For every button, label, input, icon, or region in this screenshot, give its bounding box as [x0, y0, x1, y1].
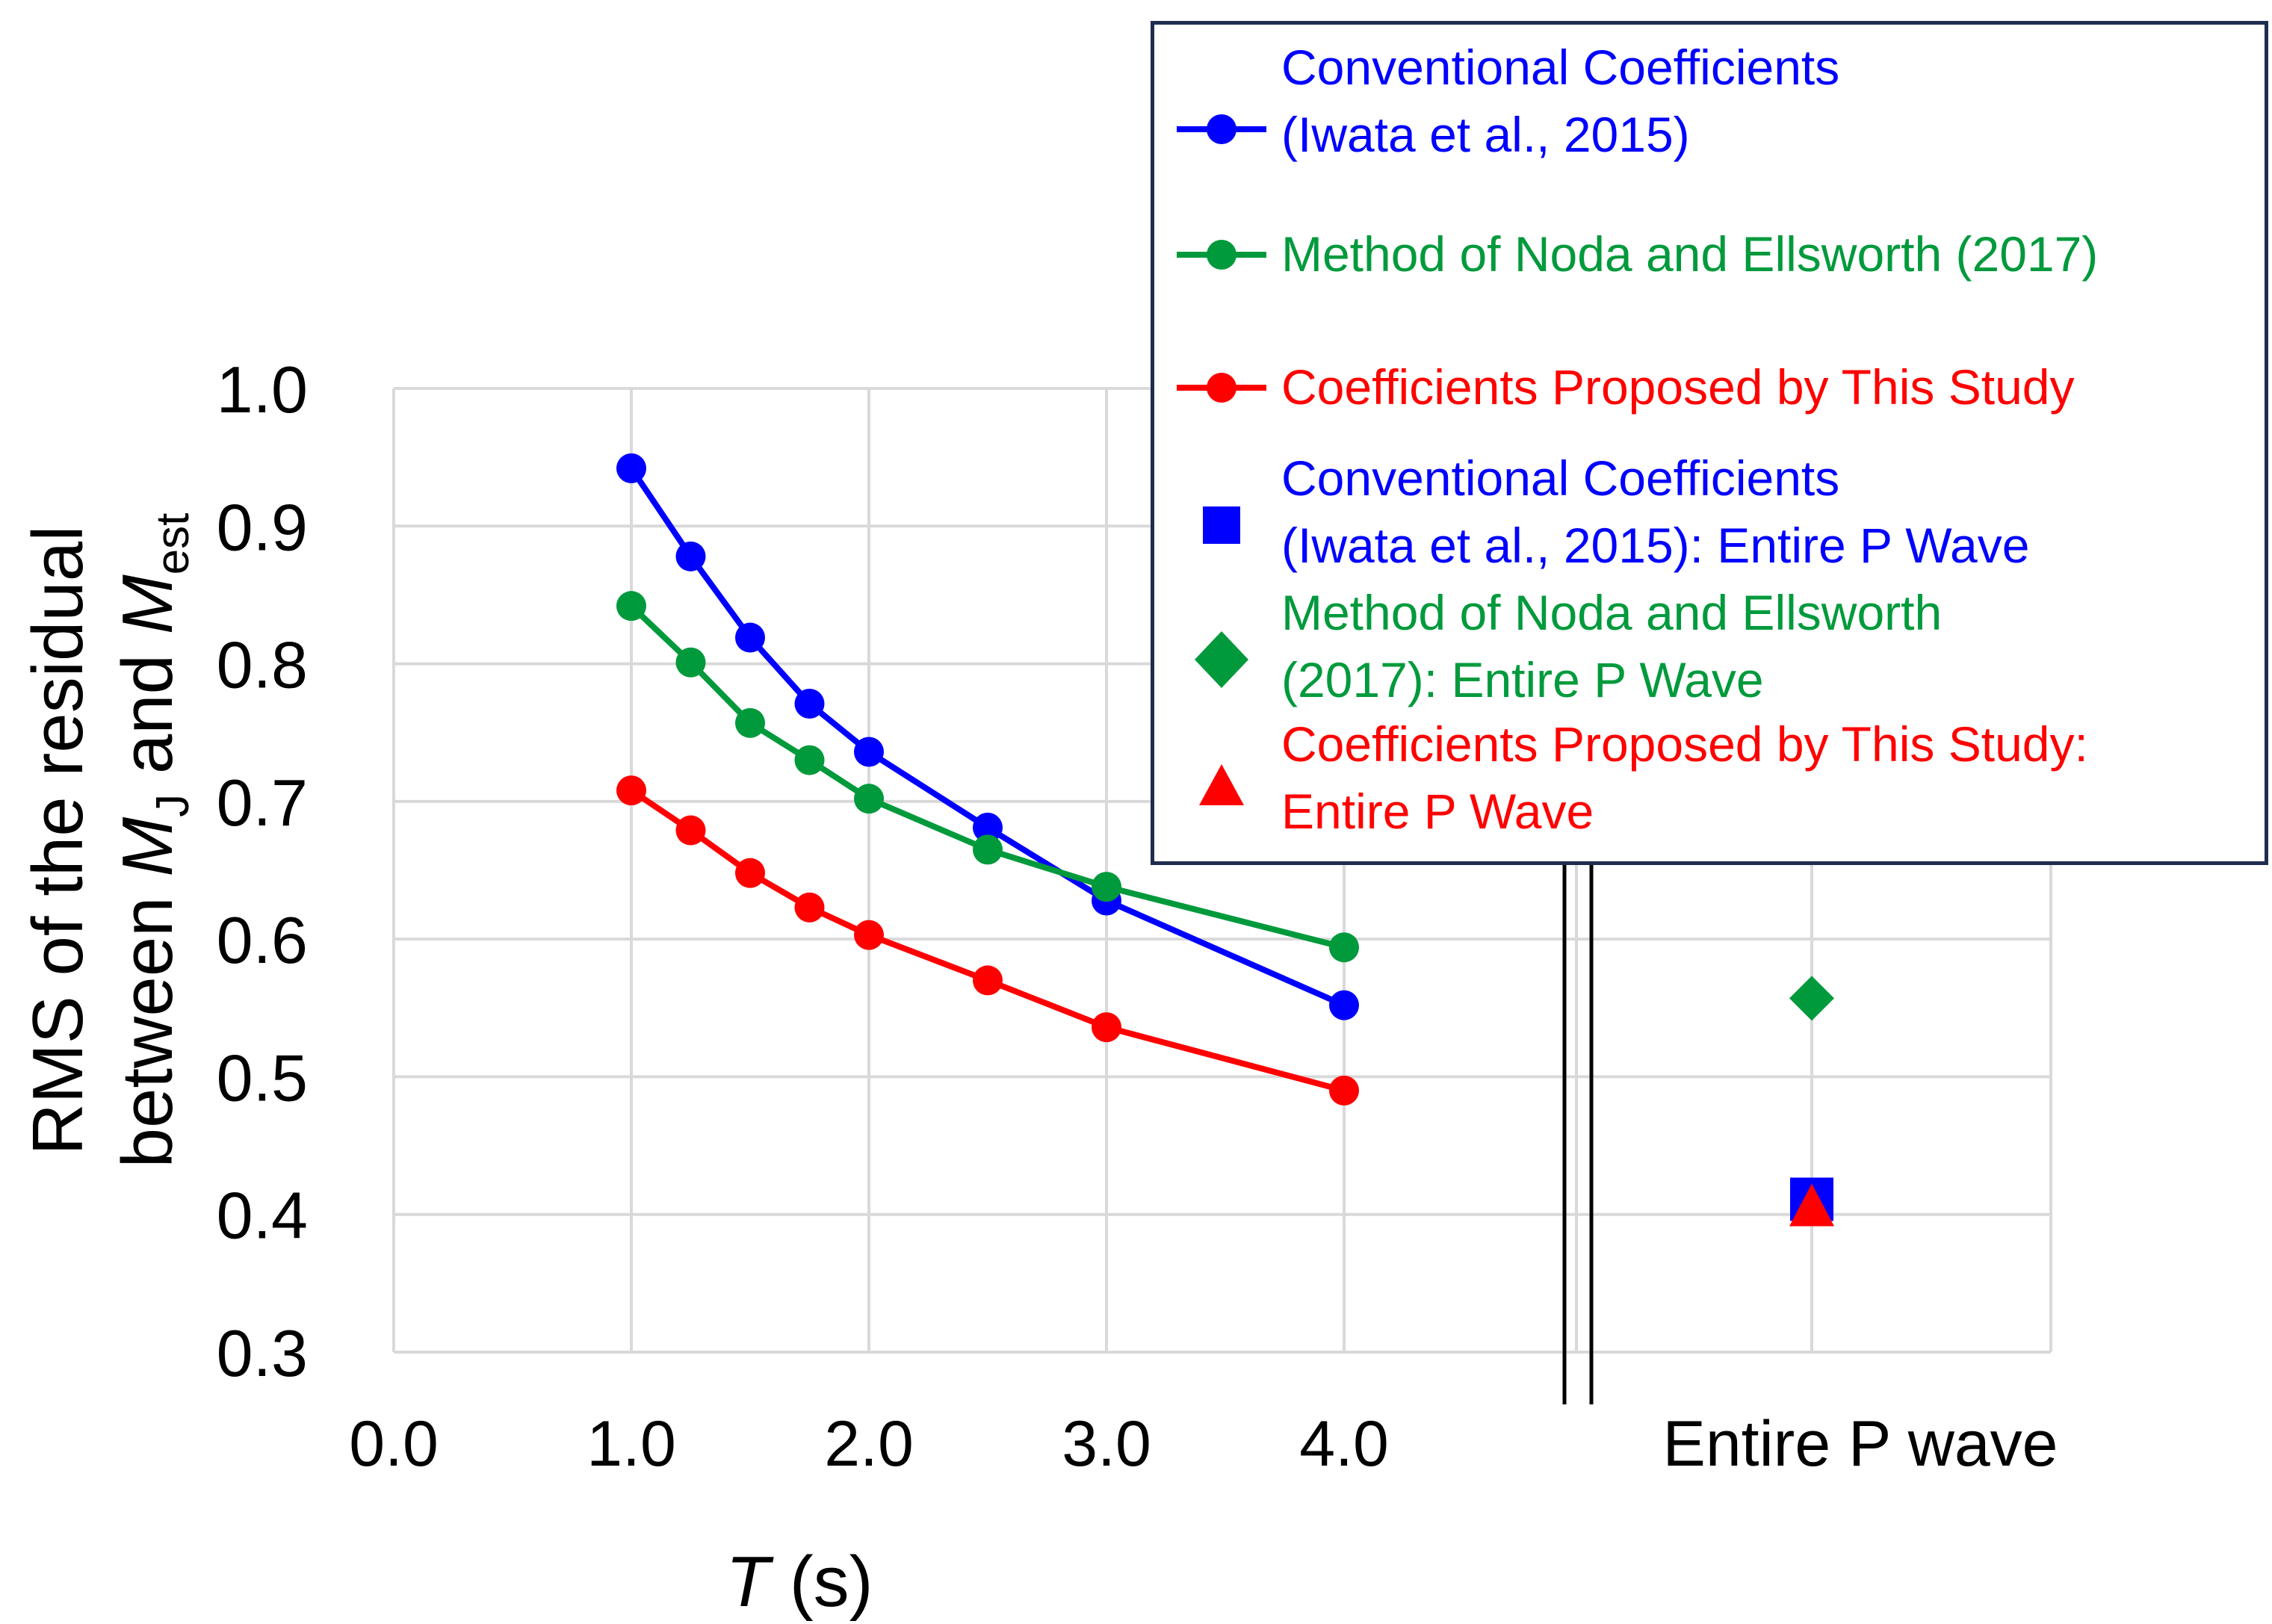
data-point-s2-1: [675, 815, 706, 846]
svg-text:RMS of the residual: RMS of the residual: [18, 525, 98, 1155]
legend-symbol-conventional: [1177, 114, 1266, 144]
data-points: [616, 453, 1834, 1227]
data-point-s0-3: [794, 689, 825, 719]
data-point-s1-1: [675, 647, 706, 678]
legend-label-noda: Method of Noda and Ellsworth (2017): [1281, 226, 2099, 282]
y-tick-label: 0.3: [217, 1316, 308, 1390]
y-tick-label: 1.0: [217, 353, 308, 427]
legend-symbol-noda: [1177, 240, 1266, 270]
data-point-s1-3: [794, 745, 825, 775]
y-tick-label: 0.4: [217, 1179, 308, 1253]
legend-label-proposed: Coefficients Proposed by This Study: [1281, 359, 2075, 415]
data-point-s1-6: [1092, 872, 1121, 902]
data-point-s1-0: [616, 591, 646, 622]
x-tick-label: 0.0: [349, 1408, 439, 1480]
data-point-s0-1: [675, 541, 706, 571]
entire-p-wave-triangle: [1789, 1183, 1834, 1227]
data-point-s1-7: [1329, 932, 1359, 963]
x-tick-label: 4.0: [1299, 1408, 1389, 1480]
data-point-s2-3: [794, 892, 825, 923]
data-point-s0-4: [854, 737, 884, 767]
data-point-s1-2: [735, 707, 765, 738]
data-point-s1-5: [973, 834, 1003, 865]
y-tick-label: 0.6: [217, 903, 308, 977]
legend-symbol-conventional-entire: [1203, 506, 1240, 544]
entire-p-wave-diamond: [1789, 976, 1834, 1021]
x-tick-label: 2.0: [824, 1408, 914, 1480]
svg-text:between MJ and Mest: between MJ and Mest: [108, 513, 199, 1168]
data-point-s0-2: [735, 622, 765, 653]
x-tick-label: 1.0: [586, 1408, 676, 1480]
tick-labels: 0.3 0.4 0.5 0.6 0.7 0.8 0.9 1.0 0.0 1.0 2.0 3.0 4.0: [217, 353, 1389, 1480]
entire-p-wave-label: Entire P wave: [1662, 1408, 2058, 1480]
legend: Conventional Coefficients (Iwata et al.,…: [1151, 21, 2268, 865]
data-point-s2-7: [1329, 1075, 1359, 1106]
data-point-s0-7: [1329, 990, 1359, 1020]
y-tick-label: 0.8: [217, 628, 308, 702]
y-tick-label: 0.9: [217, 490, 308, 564]
data-point-s1-4: [854, 784, 884, 814]
x-axis-label: T (s): [725, 1542, 873, 1622]
legend-label-conventional-entire: Conventional Coefficients (Iwata et al.,…: [1281, 450, 2030, 573]
legend-label-conventional: Conventional Coefficients (Iwata et al.,…: [1281, 40, 1840, 162]
data-point-s2-5: [973, 965, 1003, 996]
data-point-s2-2: [735, 858, 765, 888]
axis-break: [1562, 844, 1594, 1404]
y-tick-label: 0.5: [217, 1041, 308, 1115]
legend-symbol-proposed-entire: [1199, 764, 1244, 805]
y-tick-label: 0.7: [217, 766, 308, 840]
data-point-s2-0: [616, 775, 646, 806]
legend-symbol-noda-entire: [1195, 631, 1248, 688]
legend-symbol-proposed: [1177, 373, 1266, 403]
legend-label-noda-entire: Method of Noda and Ellsworth (2017): Ent…: [1281, 585, 1943, 707]
y-axis-label: RMS of the residual between MJ and Mest: [18, 513, 199, 1168]
x-tick-label: 3.0: [1062, 1408, 1151, 1480]
data-point-s2-4: [854, 920, 884, 950]
legend-label-proposed-entire: Coefficients Proposed by This Study: Ent…: [1281, 716, 2088, 839]
data-point-s0-5: [973, 812, 1003, 843]
data-point-s0-0: [616, 453, 646, 483]
data-point-s2-6: [1092, 1012, 1121, 1043]
series-line-0: [628, 466, 1346, 1008]
